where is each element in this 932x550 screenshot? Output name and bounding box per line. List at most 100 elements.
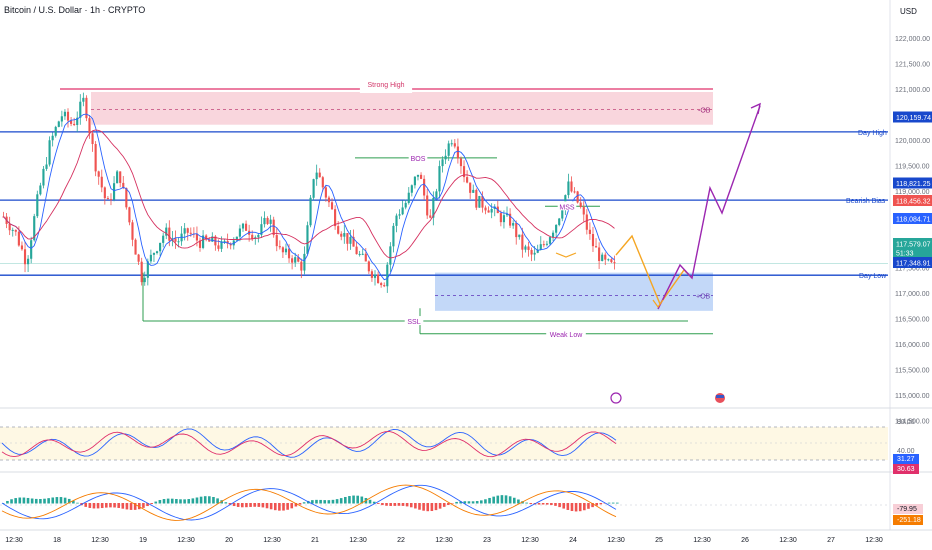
candle <box>134 239 137 255</box>
histogram-bar <box>488 497 491 504</box>
histogram-bar <box>121 503 125 509</box>
x-tick-label: 12:30 <box>521 537 539 544</box>
annotation-bg <box>359 84 413 93</box>
candle <box>453 143 456 147</box>
candle <box>346 233 349 244</box>
histogram-bar <box>47 498 50 504</box>
oscillator-label: 30.63 <box>897 466 915 473</box>
y-tick-label: 114,500.00 <box>895 419 930 426</box>
price-label-tag <box>893 195 932 206</box>
histogram-bar <box>484 499 487 504</box>
candle <box>226 240 229 244</box>
candle <box>358 253 361 255</box>
histogram-bar <box>541 503 545 505</box>
histogram-bar <box>570 503 574 512</box>
candle <box>103 187 106 199</box>
candle <box>241 223 245 229</box>
histogram-bar <box>30 498 34 504</box>
histogram-bar <box>76 502 79 504</box>
histogram-bar <box>591 503 594 508</box>
annotation-label: Strong High <box>368 82 405 89</box>
candle <box>392 225 395 247</box>
candle <box>91 133 94 145</box>
histogram-bar <box>117 503 120 508</box>
candle <box>524 246 527 250</box>
candle <box>349 236 352 244</box>
candle <box>423 178 426 196</box>
histogram-bar <box>574 503 578 512</box>
candle <box>198 240 202 248</box>
candle <box>223 240 226 242</box>
candle <box>297 257 300 262</box>
candle <box>202 235 205 248</box>
candle <box>238 228 241 237</box>
candle <box>499 213 502 223</box>
histogram-bar <box>360 496 364 504</box>
x-tick-label: 12:30 <box>263 537 281 544</box>
projection-purple-path <box>657 105 761 310</box>
histogram-bar <box>88 503 92 508</box>
x-tick-label: 24 <box>569 537 577 544</box>
histogram-bar <box>492 496 495 504</box>
x-tick-label: 20 <box>225 537 233 544</box>
candle <box>195 233 199 241</box>
histogram-bar <box>599 503 603 505</box>
candle <box>309 197 312 226</box>
histogram-bar <box>195 497 199 504</box>
histogram-bar <box>236 503 240 507</box>
candle <box>63 111 67 117</box>
candle <box>533 252 536 255</box>
annotation-label: Weak Low <box>550 332 583 339</box>
candle <box>269 219 272 224</box>
candle <box>370 271 374 278</box>
candle <box>610 259 613 263</box>
candle <box>257 234 260 238</box>
candle <box>272 219 275 236</box>
candle <box>410 185 413 193</box>
candle <box>462 166 466 178</box>
candle <box>85 97 88 119</box>
candle <box>27 258 30 265</box>
histogram-bar <box>385 503 388 506</box>
histogram-bar <box>273 503 277 511</box>
annotation-label: BOS <box>411 156 426 163</box>
candle <box>266 217 269 224</box>
candle <box>330 202 334 210</box>
histogram-bar <box>249 503 252 507</box>
histogram-bar <box>18 497 22 504</box>
candle <box>60 116 63 122</box>
histogram-bar <box>611 502 615 504</box>
histogram-bar <box>323 500 327 504</box>
histogram-bar <box>191 498 195 504</box>
histogram-bar <box>500 495 504 504</box>
histogram-bar <box>158 500 162 504</box>
candle <box>30 240 33 259</box>
candle <box>594 246 598 248</box>
histogram-bar <box>105 503 108 508</box>
candle <box>183 228 186 234</box>
histogram-bar <box>39 499 42 504</box>
candle <box>17 231 20 246</box>
histogram-bar <box>401 503 405 506</box>
candle <box>481 196 484 208</box>
candle <box>505 213 509 216</box>
candle <box>186 228 189 233</box>
histogram-bar <box>100 503 104 509</box>
candle <box>518 234 521 238</box>
histogram-bar <box>550 503 553 506</box>
histogram-bar <box>422 503 425 511</box>
histogram-bar <box>372 501 376 504</box>
histogram-bar <box>72 500 75 504</box>
candle <box>76 117 79 125</box>
candle <box>208 239 211 242</box>
candle <box>444 155 447 160</box>
candle <box>539 244 542 250</box>
candle <box>300 261 303 271</box>
histogram-bar <box>381 503 384 506</box>
candle <box>542 244 545 246</box>
candle <box>343 233 346 237</box>
histogram-bar <box>67 498 71 504</box>
histogram-bar <box>467 501 471 504</box>
candle <box>155 251 159 254</box>
